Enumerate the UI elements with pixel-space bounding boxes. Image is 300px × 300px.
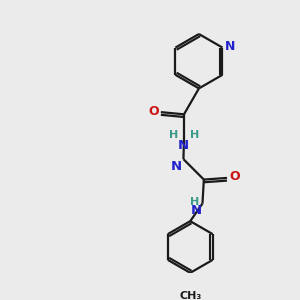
Text: N: N	[225, 40, 235, 53]
Text: N: N	[171, 160, 182, 173]
Text: O: O	[229, 170, 240, 183]
Text: H: H	[190, 197, 200, 207]
Text: H: H	[190, 130, 199, 140]
Text: O: O	[148, 104, 159, 118]
Text: N: N	[191, 204, 202, 217]
Text: H: H	[169, 130, 178, 140]
Text: CH₃: CH₃	[179, 291, 201, 300]
Text: N: N	[178, 139, 189, 152]
